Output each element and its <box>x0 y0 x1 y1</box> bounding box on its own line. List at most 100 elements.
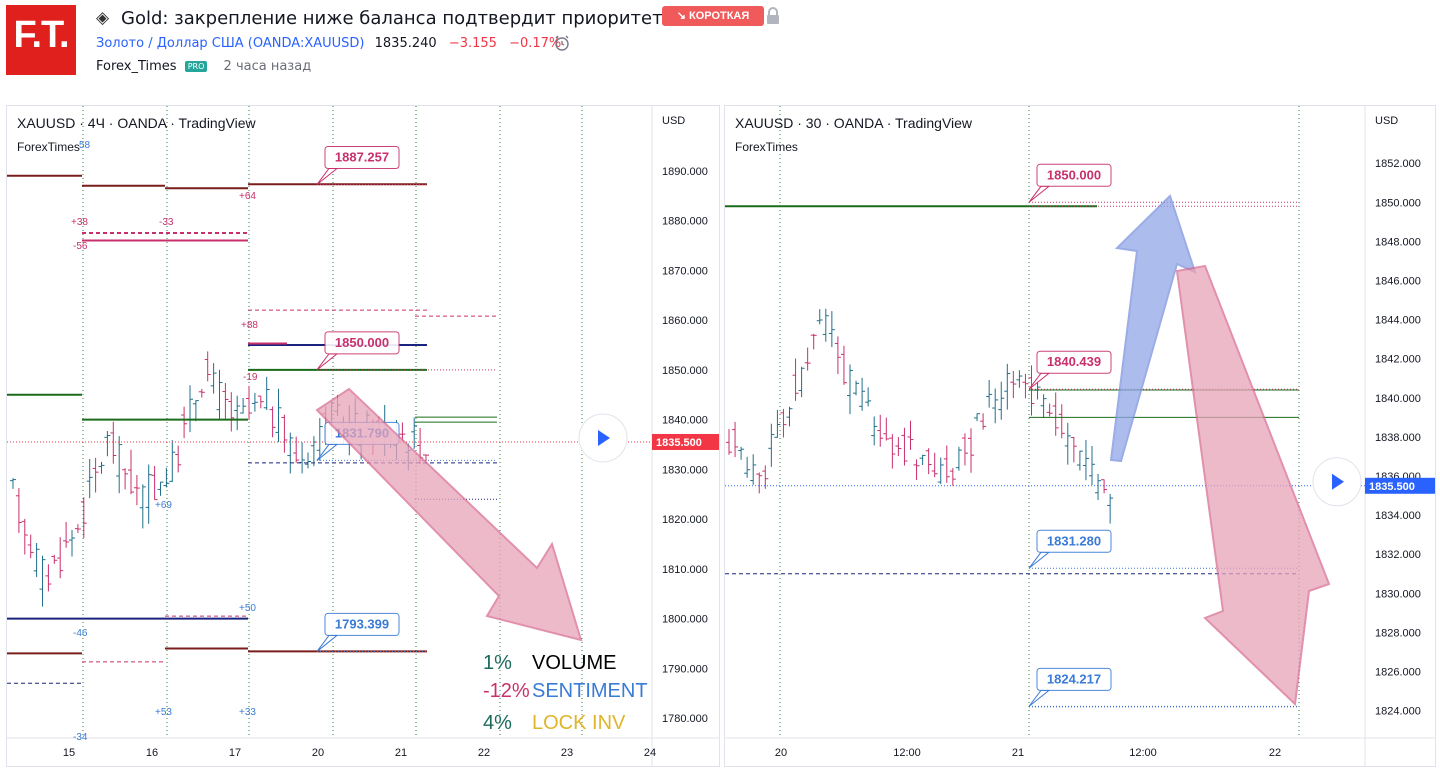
time-tick-label: 21 <box>395 747 407 759</box>
symbol-line: Золото / Доллар США (OANDA:XAUUSD) 1835.… <box>96 36 561 51</box>
time-tick-label: 22 <box>478 747 490 759</box>
callout-box <box>1036 529 1112 553</box>
price-tick-label: 1830.000 <box>662 464 708 476</box>
price-tick-label: 1860.000 <box>662 315 708 327</box>
currency-label: USD <box>1375 115 1398 127</box>
price-tick-label: 1840.000 <box>1375 393 1421 405</box>
callout-value: 1840.439 <box>1047 354 1101 369</box>
last-price-label: 1835.500 <box>1369 481 1415 493</box>
chart-panel-30m[interactable]: 1852.000 1850.000 1848.000 1846.000 1844.000… <box>724 105 1436 767</box>
level-offset-label: 58 <box>79 140 91 151</box>
callout-box <box>1036 350 1112 374</box>
chart-background <box>725 106 1435 766</box>
time-tick-label: 23 <box>561 747 573 759</box>
callout-value: 1850.000 <box>335 335 389 350</box>
callout-box <box>324 612 400 636</box>
last-price-tag <box>1365 477 1435 494</box>
level-offset-label: +69 <box>155 500 172 511</box>
short-badge: ↘ КОРОТКАЯ <box>662 6 764 26</box>
price-tick-label: 1852.000 <box>1375 158 1421 170</box>
price-tick-label: 1830.000 <box>1375 588 1421 600</box>
last-price-tag <box>652 433 719 450</box>
bullish-arrow <box>1109 194 1197 463</box>
stat-label: VOLUME <box>532 652 616 674</box>
author-line: Forex_Times PRO 2 часа назад <box>96 59 311 74</box>
currency-label: USD <box>662 115 685 127</box>
level-offset-label: +53 <box>155 707 172 718</box>
bearish-arrow <box>1175 264 1331 707</box>
price-tick-label: 1824.000 <box>1375 706 1421 718</box>
price-tick-label: 1848.000 <box>1375 236 1421 248</box>
level-offset-label: +33 <box>239 707 256 718</box>
time-tick-label: 20 <box>312 747 324 759</box>
callout-value: 1850.000 <box>1047 167 1101 182</box>
chart-panel-4h[interactable]: 1890.000 1880.000 1870.000 1860.000 1850.000… <box>6 105 720 767</box>
stat-value: 4% <box>483 712 512 734</box>
price-tick-label: 1870.000 <box>662 265 708 277</box>
time-tick-label: 22 <box>1269 747 1281 759</box>
price-tick-label: 1880.000 <box>662 216 708 228</box>
price-tick-label: 1828.000 <box>1375 627 1421 639</box>
chart-title: XAUUSD · 4Ч · OANDA · TradingView <box>17 115 256 131</box>
time-tick-label: 15 <box>63 747 75 759</box>
time-tick-label: 16 <box>146 747 158 759</box>
level-offset-label: +64 <box>239 191 256 202</box>
stat-value: 1% <box>483 652 512 674</box>
callout-value: 1887.257 <box>335 149 389 164</box>
price-tick-label: 1826.000 <box>1375 667 1421 679</box>
chart-author: ForexTimes <box>735 140 798 154</box>
idea-header: F.T. ◈ Gold: закрепление ниже баланса по… <box>0 0 1440 100</box>
callout-value: 1831.280 <box>1047 533 1101 548</box>
time-tick-label: 12:00 <box>893 747 921 759</box>
chart-title: XAUUSD · 30 · OANDA · TradingView <box>735 115 973 131</box>
time-tick-label: 17 <box>229 747 241 759</box>
stat-value: -12% <box>483 680 530 702</box>
price-tick-label: 1800.000 <box>662 614 708 626</box>
chart-30m-svg: 1852.000 1850.000 1848.000 1846.000 1844.000… <box>725 106 1435 766</box>
level-offset-label: +50 <box>239 603 256 614</box>
price-tick-label: 1810.000 <box>662 564 708 576</box>
symbol-change: −3.155 <box>448 36 497 51</box>
time-tick-label: 20 <box>775 747 787 759</box>
level-offset-label: -46 <box>73 628 88 639</box>
play-icon <box>598 429 610 446</box>
price-tick-label: 1780.000 <box>662 713 708 725</box>
price-tick-label: 1844.000 <box>1375 315 1421 327</box>
price-tick-label: 1840.000 <box>662 415 708 427</box>
price-tick-label: 1890.000 <box>662 166 708 178</box>
callout-box <box>324 331 400 355</box>
chart-author: ForexTimes <box>17 140 80 154</box>
level-offset-label: +38 <box>71 217 88 228</box>
symbol-link[interactable]: Золото / Доллар США (OANDA:XAUUSD) <box>96 36 365 51</box>
time-tick-label: 24 <box>644 747 656 759</box>
time-tick-label: 12:00 <box>1129 747 1157 759</box>
time-tick-label: 21 <box>1012 747 1024 759</box>
last-price-label: 1835.500 <box>656 437 702 449</box>
level-offset-label: -33 <box>159 217 174 228</box>
forex-times-logo[interactable]: F.T. <box>6 5 76 75</box>
price-tick-label: 1790.000 <box>662 663 708 675</box>
price-tick-label: 1820.000 <box>662 514 708 526</box>
logo-text: F.T. <box>13 14 69 56</box>
callout-value: 1793.399 <box>335 616 389 631</box>
bearish-arrow <box>315 387 583 642</box>
level-offset-label: -19 <box>243 372 258 383</box>
level-offset-label: -34 <box>73 732 88 743</box>
play-icon <box>1332 473 1344 490</box>
price-tick-label: 1842.000 <box>1375 354 1421 366</box>
stat-label: LOCK INV <box>532 712 626 734</box>
publish-time: 2 часа назад <box>223 59 312 74</box>
callout-box <box>1036 667 1112 691</box>
alarm-clock-icon[interactable] <box>553 34 571 52</box>
stat-label: SENTIMENT <box>532 680 648 702</box>
idea-diamond-icon: ◈ <box>96 8 110 28</box>
level-offset-label: +88 <box>241 320 258 331</box>
callout-value: 1824.217 <box>1047 671 1101 686</box>
symbol-change-pct: −0.17% <box>509 36 562 51</box>
author-name[interactable]: Forex_Times <box>96 59 177 74</box>
pro-badge: PRO <box>184 61 208 72</box>
callout-box <box>1036 163 1112 187</box>
price-tick-label: 1834.000 <box>1375 510 1421 522</box>
idea-title: Gold: закрепление ниже баланса подтверди… <box>121 8 669 29</box>
lock-icon <box>767 7 779 24</box>
